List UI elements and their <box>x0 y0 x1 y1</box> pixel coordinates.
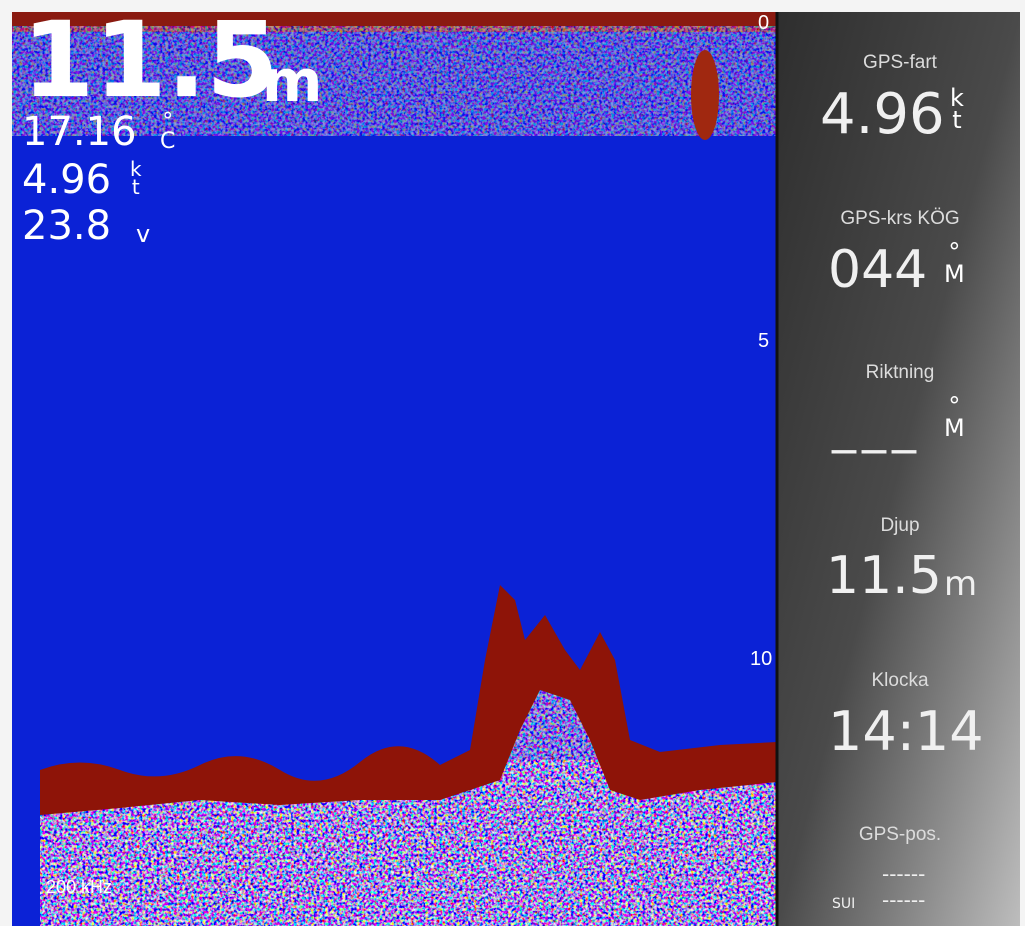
depth-scale-label: 5 <box>758 330 770 352</box>
depth-unit: m <box>262 47 323 115</box>
unit-top: ° <box>948 238 961 266</box>
unit-bottom: t <box>131 175 140 199</box>
position-lon-label: SUI <box>832 896 856 912</box>
field-value: 044 <box>828 240 928 300</box>
depth-value: 11.5 <box>22 0 279 121</box>
field-unit: ° M <box>944 238 965 288</box>
depth-scale-label: 10 <box>750 648 773 670</box>
fish-echo <box>691 50 719 140</box>
field-label: Klocka <box>871 670 929 691</box>
field-label: Djup <box>880 515 920 536</box>
unit-top: ° <box>948 392 961 420</box>
unit-bottom: M <box>944 413 965 442</box>
position-lon: ------ <box>882 888 926 912</box>
field-label: GPS-krs KÖG <box>840 208 960 229</box>
field-label: Riktning <box>865 362 935 383</box>
temperature-unit: ° C <box>160 109 176 154</box>
unit-top: ° <box>162 109 174 134</box>
depth-scale-label: 0 <box>758 12 770 34</box>
field-unit: ° M <box>944 392 965 442</box>
field-value: ___ <box>832 398 922 454</box>
unit-bottom: C <box>160 128 176 154</box>
field-unit: m <box>944 564 978 604</box>
unit-bottom: M <box>944 259 965 288</box>
speed-value: 4.96 <box>22 157 112 203</box>
voltage-unit: v <box>136 220 151 248</box>
field-label: GPS-fart <box>863 52 937 73</box>
unit-bottom: t <box>952 105 962 134</box>
unit-top: k <box>950 84 964 112</box>
field-label: GPS-pos. <box>858 824 942 845</box>
position-lat: ------ <box>882 862 926 886</box>
temperature-value: 17.16 <box>22 109 137 155</box>
surface-clutter <box>12 26 777 136</box>
data-panel <box>777 12 1020 926</box>
voltage-value: 23.8 <box>22 203 112 249</box>
unit-top: k <box>130 157 142 181</box>
field-value: 14:14 <box>828 700 984 763</box>
bottom-echo <box>40 585 777 815</box>
field-value: 11.5 <box>826 546 942 606</box>
field-value: 4.96 <box>820 82 945 147</box>
frequency: 200 kHz <box>46 877 113 897</box>
